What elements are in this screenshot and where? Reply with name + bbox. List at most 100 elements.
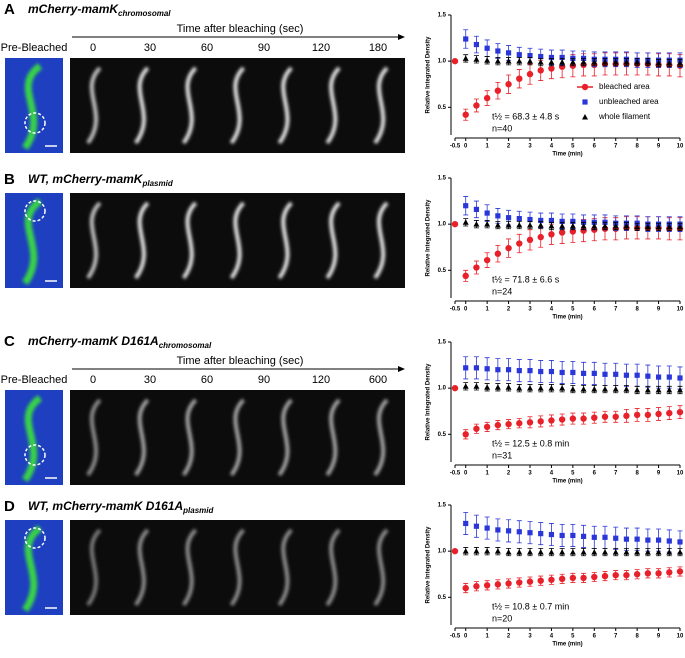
data-point [473, 56, 480, 62]
data-point [526, 419, 534, 426]
data-point [537, 222, 544, 228]
data-point [527, 385, 533, 391]
x-tick-label: 8 [635, 634, 639, 640]
data-point [527, 216, 533, 223]
data-point [548, 385, 555, 391]
data-point [623, 59, 630, 65]
x-tick-label: 0 [464, 144, 468, 150]
arrow-head [398, 366, 405, 372]
x-tick-label: 10 [677, 471, 684, 477]
data-point [570, 532, 576, 539]
cell-frame [325, 66, 341, 145]
data-point [655, 223, 662, 230]
data-point [580, 386, 587, 392]
data-point [677, 549, 683, 555]
panel-label: C [4, 333, 15, 350]
data-point [634, 387, 641, 393]
title-main: mCherry-mamK [28, 2, 119, 16]
data-point [494, 87, 502, 94]
x-tick-label: 7 [614, 307, 618, 313]
annotation: n=20 [492, 613, 512, 623]
data-point [634, 59, 641, 65]
time-label: 120 [312, 374, 330, 386]
x-tick-label: 6 [593, 471, 597, 477]
data-point [666, 569, 673, 576]
data-point [526, 236, 534, 244]
data-point [633, 571, 641, 578]
data-point [569, 59, 576, 65]
x-tick-label: 3 [528, 471, 532, 477]
data-point [483, 423, 491, 431]
time-label: 60 [201, 42, 213, 54]
data-point [505, 420, 512, 428]
x-tick-label: 10 [677, 144, 684, 150]
data-point [462, 548, 469, 554]
data-point [569, 386, 576, 392]
data-point [537, 418, 544, 425]
legend-label: bleached area [599, 82, 650, 91]
data-point [623, 549, 630, 555]
data-point [613, 371, 619, 377]
cell-frame [277, 66, 293, 145]
data-point [612, 386, 619, 392]
title-main: WT, mCherry-mamK [28, 172, 144, 186]
data-point [559, 54, 565, 61]
x-tick-label: 2 [507, 144, 511, 150]
time-header: Time after bleaching (sec) [177, 23, 304, 35]
data-point [473, 264, 480, 271]
cell-frame [86, 201, 102, 280]
data-point [527, 549, 533, 555]
data-point [451, 547, 459, 555]
panel-title: WT, mCherry-mamK D161Aplasmid [28, 499, 215, 515]
x-tick-label: 1 [485, 471, 489, 477]
x-tick-label: 7 [614, 471, 618, 477]
annotation: n=40 [492, 123, 512, 133]
title-main: WT, mCherry-mamK D161A [28, 499, 183, 513]
data-point [516, 549, 523, 555]
cell-frame [229, 528, 246, 607]
data-point [591, 414, 598, 421]
cell-frame [229, 66, 246, 145]
legend-marker [582, 114, 588, 120]
x-tick-label: -0.5 [450, 634, 461, 640]
data-point [666, 387, 673, 393]
data-point [483, 582, 491, 589]
data-point [569, 549, 576, 555]
data-point [494, 222, 501, 228]
data-point [548, 217, 555, 224]
data-point [559, 532, 565, 539]
time-label: 0 [90, 42, 96, 54]
data-point [591, 549, 598, 555]
data-point [591, 223, 598, 229]
data-point [495, 48, 501, 54]
data-point [645, 537, 651, 543]
data-point [505, 384, 512, 390]
cell-frame [181, 398, 198, 477]
data-point [538, 531, 544, 537]
data-point [527, 222, 533, 228]
data-point [516, 222, 523, 228]
data-point [634, 372, 640, 378]
data-point [505, 222, 512, 228]
data-point [526, 70, 534, 78]
data-point [677, 539, 683, 545]
data-point [548, 576, 555, 583]
data-point [570, 369, 576, 376]
data-point [580, 227, 587, 234]
panel-label: A [4, 1, 15, 18]
data-point [484, 384, 491, 390]
data-point [580, 533, 587, 539]
data-point [548, 231, 555, 238]
data-point [527, 530, 533, 536]
x-tick-label: 9 [657, 471, 661, 477]
data-point [473, 102, 480, 109]
data-point [666, 538, 672, 544]
x-tick-label: 0 [464, 307, 468, 313]
annotation: t½ = 10.8 ± 0.7 min [492, 601, 569, 611]
y-tick-label: 1.0 [438, 549, 447, 555]
data-point [548, 549, 555, 555]
x-tick-label: 3 [528, 634, 532, 640]
data-point [634, 223, 641, 230]
data-point [462, 219, 469, 225]
